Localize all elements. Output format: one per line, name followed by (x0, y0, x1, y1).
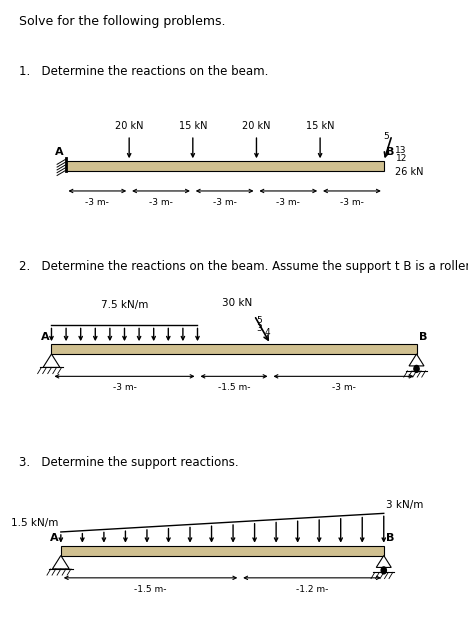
Text: 1.   Determine the reactions on the beam.: 1. Determine the reactions on the beam. (19, 65, 268, 78)
Text: 20 kN: 20 kN (115, 122, 143, 131)
Text: -3 m-: -3 m- (276, 198, 300, 207)
Polygon shape (376, 556, 391, 567)
Polygon shape (409, 354, 424, 366)
Text: 15 kN: 15 kN (179, 122, 207, 131)
Text: -3 m-: -3 m- (331, 383, 356, 392)
Text: -3 m-: -3 m- (112, 383, 137, 392)
Text: A: A (41, 332, 49, 342)
Text: -1.5 m-: -1.5 m- (134, 585, 167, 594)
Bar (51, 344, 417, 354)
Text: 20 kN: 20 kN (242, 122, 271, 131)
Text: 13: 13 (395, 146, 407, 154)
Text: B: B (419, 332, 427, 342)
Text: 1.5 kN/m: 1.5 kN/m (11, 518, 58, 528)
Text: 3: 3 (256, 324, 262, 334)
Text: A: A (55, 148, 63, 157)
Text: B: B (386, 148, 395, 157)
Bar (51, 344, 417, 354)
Text: 2.   Determine the reactions on the beam. Assume the support t B is a roller.: 2. Determine the reactions on the beam. … (19, 260, 468, 273)
Circle shape (414, 365, 419, 373)
Text: 26 kN: 26 kN (395, 167, 424, 177)
Bar (61, 546, 384, 556)
Bar (61, 546, 384, 556)
Text: Solve for the following problems.: Solve for the following problems. (19, 16, 225, 29)
Text: 3.   Determine the support reactions.: 3. Determine the support reactions. (19, 456, 238, 469)
Text: -3 m-: -3 m- (340, 198, 364, 207)
Text: A: A (50, 533, 58, 543)
Polygon shape (43, 354, 60, 368)
Text: 15 kN: 15 kN (306, 122, 334, 131)
Text: -3 m-: -3 m- (149, 198, 173, 207)
Text: 30 kN: 30 kN (222, 298, 252, 308)
Text: 3 kN/m: 3 kN/m (386, 500, 424, 510)
Text: 12: 12 (396, 154, 407, 162)
Circle shape (381, 567, 387, 574)
Text: B: B (386, 533, 395, 543)
Text: -3 m-: -3 m- (212, 198, 237, 207)
Text: 7.5 kN/m: 7.5 kN/m (101, 300, 148, 310)
Text: -1.2 m-: -1.2 m- (296, 585, 328, 594)
Text: -1.5 m-: -1.5 m- (218, 383, 250, 392)
Polygon shape (52, 556, 69, 569)
Bar (66, 161, 384, 171)
Text: 4: 4 (265, 329, 271, 337)
Text: 5: 5 (256, 316, 262, 325)
Text: 5: 5 (383, 132, 389, 141)
Text: -3 m-: -3 m- (85, 198, 110, 207)
Bar (66, 161, 384, 171)
